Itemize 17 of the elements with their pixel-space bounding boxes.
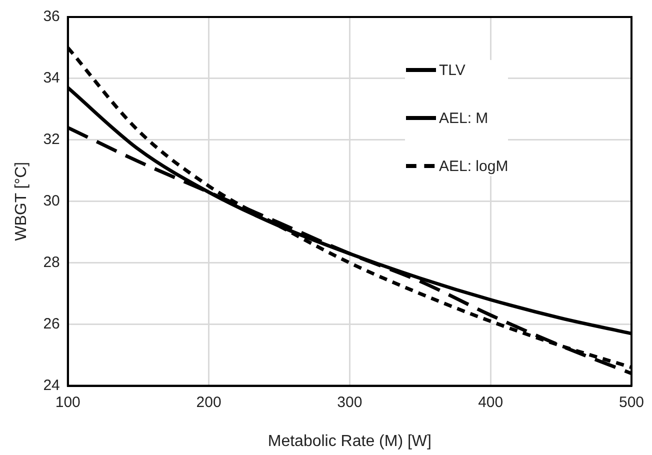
x-tick-label: 100 [55,394,80,411]
y-tick-label: 34 [43,70,60,87]
x-tick-label: 400 [478,394,504,411]
x-tick-label: 200 [196,394,222,411]
y-tick-label: 30 [43,192,60,210]
legend-label: TLV [439,62,466,78]
y-tick-label: 32 [43,131,60,148]
x-axis-title: Metabolic Rate (M) [W] [268,432,432,450]
y-tick-label: 28 [43,254,60,272]
y-tick-label: 26 [43,315,60,332]
x-tick-label: 500 [618,394,644,411]
y-axis-title: WBGT [°C] [13,162,30,241]
y-tick-label: 24 [43,376,60,394]
x-tick-label: 300 [337,394,362,411]
y-tick-label: 36 [43,8,60,26]
legend-label: AEL: M [439,110,488,126]
legend-label: AEL: logM [439,158,508,174]
